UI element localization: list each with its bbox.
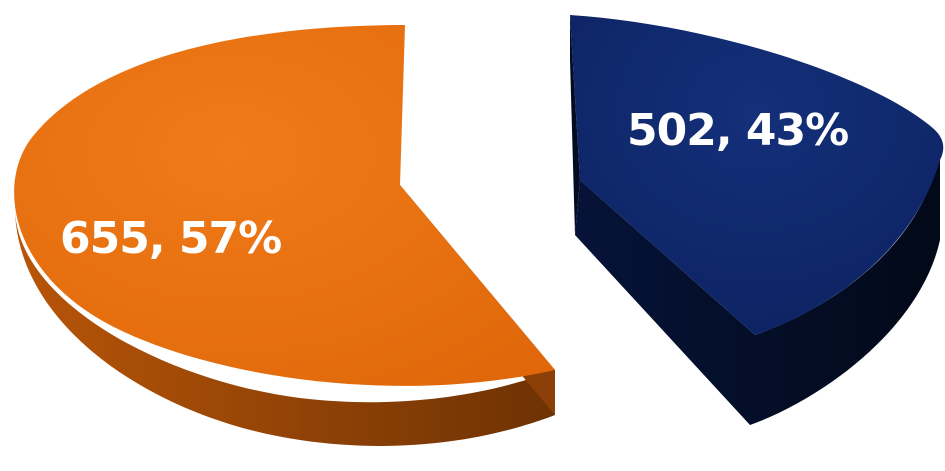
pie-slice-2-label: 502, 43% — [627, 105, 848, 156]
pie-slice-1-label: 655, 57% — [60, 213, 281, 264]
pie-slice-1-side — [15, 210, 555, 446]
pie-slice-1-top — [14, 25, 556, 386]
pie-slice-2: 502, 43% — [570, 15, 944, 425]
pie-slice-2-side — [575, 150, 940, 425]
pie-slice-2-top — [570, 15, 944, 335]
pie-slice-1: 655, 57% — [14, 25, 556, 446]
pie-slice-2-cut-face — [570, 15, 580, 235]
